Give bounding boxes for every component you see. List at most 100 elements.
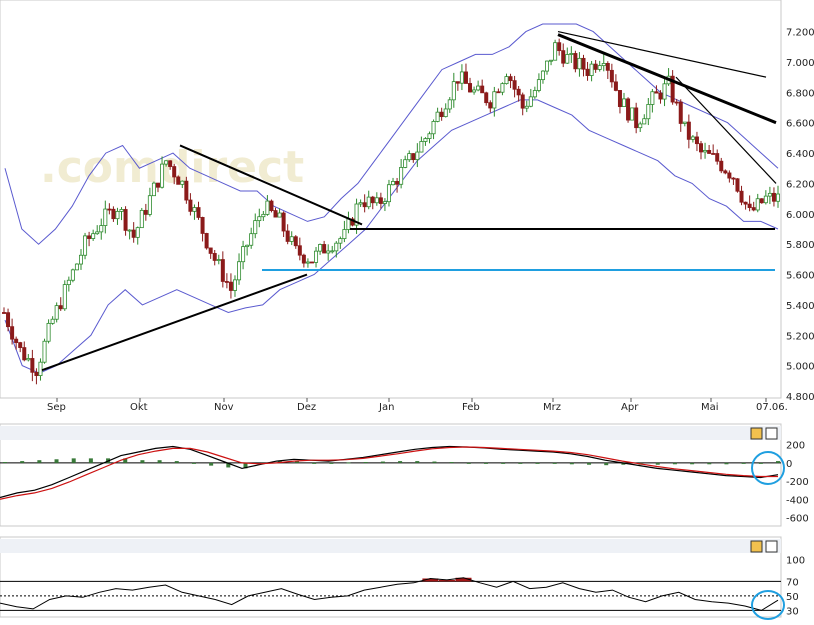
x-tick-label: Feb (462, 402, 480, 413)
x-tick-label: Jan (378, 402, 394, 413)
candle-down (411, 153, 416, 161)
y-tick-label: 5.200 (786, 331, 814, 342)
macd-series-line (0, 446, 778, 500)
candle-down (613, 81, 618, 91)
candle-down (309, 261, 314, 264)
y-tick-label: 5.400 (786, 301, 814, 312)
macd-histogram-bar (346, 462, 351, 464)
candle-up (451, 81, 456, 101)
candle-up (472, 89, 477, 93)
candle-down (496, 91, 501, 94)
macd-histogram-bar (604, 462, 609, 466)
candle-up (42, 340, 47, 363)
macd-y-tick-label: -600 (786, 513, 809, 524)
candle-up (447, 99, 452, 110)
candle-up (703, 150, 708, 153)
highlight-circle (751, 590, 785, 620)
candle-down (480, 85, 485, 94)
candle-up (646, 104, 651, 120)
candle-down (573, 53, 578, 70)
macd-histogram-bar (54, 459, 59, 463)
candle-up (318, 244, 323, 252)
candle-up (601, 63, 606, 67)
candle-down (593, 63, 598, 70)
candle-down (670, 75, 675, 103)
candle-down (6, 312, 11, 328)
candle-down (2, 312, 7, 314)
macd-histogram-bar (363, 462, 368, 463)
candle-down (711, 153, 716, 155)
candle-down (362, 202, 367, 208)
candle-down (699, 143, 704, 153)
candle-down (731, 177, 736, 180)
candle-down (455, 81, 460, 84)
y-tick-label: 6.400 (786, 149, 814, 160)
candle-down (301, 254, 306, 264)
candle-up (192, 207, 197, 212)
candle-down (285, 230, 290, 242)
candle-up (553, 42, 558, 61)
macd-y-tick-label: 0 (786, 459, 792, 470)
candle-up (407, 153, 412, 161)
y-tick-label: 6.000 (786, 210, 814, 221)
candle-down (322, 244, 327, 254)
candle-down (22, 347, 27, 361)
candle-up (245, 244, 250, 248)
candle-up (62, 284, 67, 310)
candle-down (508, 76, 513, 82)
osc-y-tick-label: 50 (786, 592, 799, 603)
candle-down (723, 170, 728, 174)
candle-up (78, 254, 83, 265)
osc-y-tick-label: 100 (786, 556, 805, 567)
y-tick-label: 6.200 (786, 179, 814, 190)
candle-up (776, 193, 781, 202)
macd-histogram-bar (226, 462, 231, 468)
candle-up (265, 200, 270, 215)
macd-histogram-bar (432, 461, 437, 463)
osc-panel-frame (0, 536, 782, 618)
candle-up (386, 184, 391, 203)
candle-up (403, 159, 408, 168)
bollinger-lower-line (4, 99, 779, 374)
candle-up (577, 57, 582, 70)
close-icon (765, 427, 778, 440)
macd-histogram-bar (295, 461, 300, 463)
candle-down (155, 182, 160, 188)
macd-series-line (0, 445, 779, 499)
trendline (675, 76, 777, 184)
candle-up (38, 361, 43, 376)
candle-down (281, 212, 286, 232)
candle-up (524, 105, 529, 109)
y-tick-label: 6.800 (786, 88, 814, 99)
candle-down (658, 92, 663, 100)
candle-down (168, 160, 173, 167)
candle-up (95, 231, 100, 235)
x-tick-label: Mai (701, 402, 719, 413)
candle-down (18, 342, 23, 348)
candle-down (719, 160, 724, 172)
macd-histogram-bar (552, 462, 557, 464)
candle-down (439, 111, 444, 118)
candle-up (358, 202, 363, 205)
candle-down (751, 207, 756, 211)
candle-down (228, 281, 233, 291)
candle-up (382, 201, 387, 204)
candle-down (512, 80, 517, 90)
candle-up (755, 198, 760, 211)
candle-up (103, 208, 108, 226)
macd-histogram-bar (243, 462, 248, 469)
macd-histogram-bar (587, 462, 592, 465)
candle-up (326, 250, 331, 254)
candle-down (605, 63, 610, 71)
candle-up (662, 83, 667, 100)
candle-down (617, 90, 622, 107)
candle-up (443, 108, 448, 118)
settings-icon (750, 540, 763, 553)
macd-histogram-bar (312, 462, 317, 464)
candle-down (581, 57, 586, 70)
x-tick-label: Apr (621, 402, 639, 413)
candle-up (500, 83, 505, 93)
candle-up (565, 54, 570, 64)
macd-histogram-bar (123, 458, 128, 463)
